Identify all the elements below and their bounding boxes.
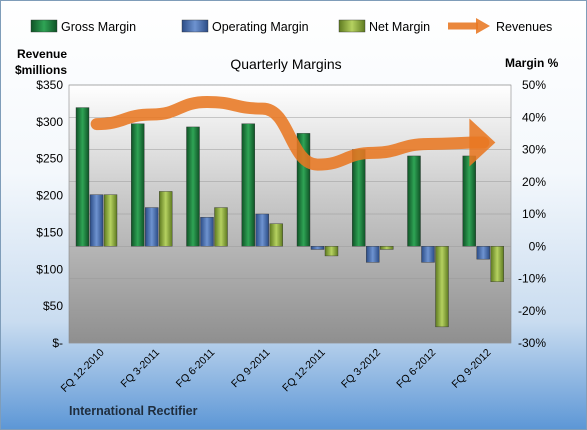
x-tick-label: FQ 6-2012	[394, 347, 438, 391]
gross-margin-bar	[352, 149, 366, 247]
right-axis-label: Margin %	[505, 56, 559, 70]
x-tick-label: FQ 12-2011	[280, 347, 328, 395]
revenue-arrow-head	[469, 118, 496, 167]
legend-label-operating-margin: Operating Margin	[212, 20, 309, 34]
left-axis-label-line2: $millions	[15, 63, 67, 77]
left-axis: $- $50 $100 $150 $200 $250 $300 $350	[36, 78, 63, 350]
right-tick-label: -10%	[518, 272, 546, 286]
left-tick-label: $350	[36, 78, 63, 92]
right-tick-label: 0%	[529, 239, 547, 253]
x-tick-label: FQ 12-2010	[59, 347, 107, 395]
gross-margin-bar	[462, 155, 476, 247]
bars	[75, 107, 504, 328]
operating-margin-bar	[476, 246, 490, 260]
x-tick-label: FQ 9-2011	[229, 347, 273, 391]
gross-margin-bar	[407, 155, 421, 247]
operating-margin-bar	[310, 246, 325, 250]
left-tick-label: $150	[36, 225, 63, 239]
net-margin-bar	[214, 207, 228, 247]
right-tick-label: -20%	[518, 304, 546, 318]
net-margin-bar	[324, 246, 339, 257]
left-tick-label: $200	[36, 189, 63, 203]
x-tick-label: FQ 3-2011	[119, 347, 163, 391]
legend-swatch-gross-margin	[30, 19, 58, 33]
legend-swatch-operating-margin	[181, 19, 209, 33]
legend-label-revenues: Revenues	[496, 20, 552, 34]
left-tick-label: $100	[36, 262, 63, 276]
gross-margin-bar	[186, 126, 200, 247]
operating-margin-bar	[89, 194, 104, 247]
right-axis: -30% -20% -10% 0% 10% 20% 30% 40% 50%	[518, 78, 546, 350]
x-tick-label: FQ 9-2012	[450, 347, 494, 391]
x-tick-label: FQ 3-2012	[339, 347, 383, 391]
right-tick-label: 30%	[522, 143, 546, 157]
gross-margin-bar	[131, 123, 145, 247]
net-margin-bar	[269, 223, 283, 247]
net-margin-bar	[103, 194, 118, 247]
operating-margin-bar	[145, 207, 159, 247]
operating-margin-bar	[366, 246, 380, 263]
x-tick-label: FQ 6-2011	[174, 347, 218, 391]
right-tick-label: 10%	[522, 207, 546, 221]
gross-margin-bar	[241, 123, 255, 247]
revenue-line	[90, 95, 496, 171]
left-tick-label: $300	[36, 115, 63, 129]
right-tick-label: 20%	[522, 175, 546, 189]
net-margin-bar	[380, 246, 394, 250]
legend-swatch-net-margin	[338, 19, 366, 33]
net-margin-bar	[435, 246, 449, 328]
left-axis-label-line1: Revenue	[17, 47, 67, 61]
revenue-line-path	[90, 95, 490, 171]
legend-label-gross-margin: Gross Margin	[61, 20, 136, 34]
operating-margin-bar	[200, 217, 214, 247]
right-tick-label: -30%	[518, 336, 546, 350]
left-tick-label: $-	[52, 336, 63, 350]
left-tick-label: $250	[36, 152, 63, 166]
operating-margin-bar	[421, 246, 435, 263]
legend-label-net-margin: Net Margin	[369, 20, 430, 34]
operating-margin-bar	[255, 213, 269, 247]
right-tick-label: 40%	[522, 110, 546, 124]
legend-arrow-revenues	[476, 18, 490, 34]
right-tick-label: 50%	[522, 78, 546, 92]
left-tick-label: $50	[43, 299, 63, 313]
gross-margin-bar	[75, 107, 90, 247]
x-axis: FQ 12-2010 FQ 3-2011 FQ 6-2011 FQ 9-2011 FQ …	[59, 347, 494, 395]
legend: Gross Margin Operating Margin Net Margin Re…	[30, 18, 552, 34]
net-margin-bar	[490, 246, 504, 282]
footer-label: International Rectifier	[69, 404, 198, 418]
net-margin-bar	[159, 191, 173, 247]
chart-title: Quarterly Margins	[230, 56, 341, 72]
